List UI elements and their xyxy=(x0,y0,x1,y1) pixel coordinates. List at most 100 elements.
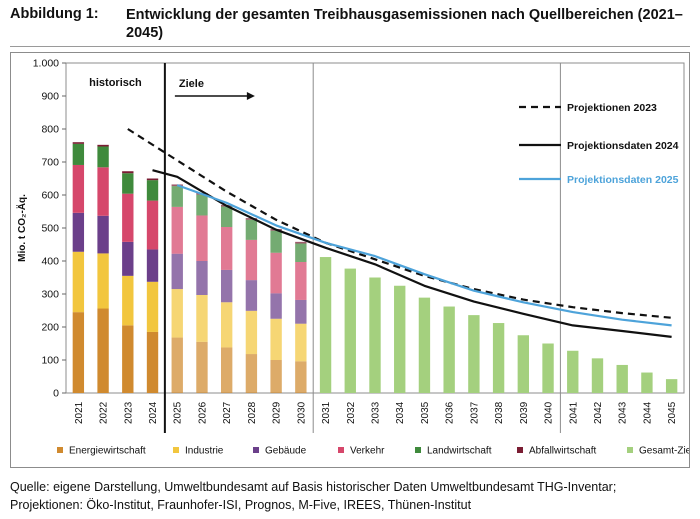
bar-gesamt-ziel xyxy=(492,323,505,393)
x-tick-label: 2026 xyxy=(197,401,208,424)
legend-swatch-energiewirtschaft xyxy=(57,447,63,453)
annotation-arrow-head xyxy=(246,92,255,100)
bar-energiewirtschaft xyxy=(72,312,85,393)
legend-line-label: Projektionen 2023 xyxy=(567,102,657,114)
legend-swatch-industrie xyxy=(173,447,179,453)
bar-gesamt-ziel xyxy=(641,372,653,393)
source-line-2: Projektionen: Öko-Institut, Fraunhofer-I… xyxy=(10,498,472,512)
bar-landwirtschaft xyxy=(122,173,134,194)
bar-gesamt-ziel xyxy=(665,379,678,393)
bar-gebäude xyxy=(97,215,109,254)
bar-industrie xyxy=(270,318,282,360)
legend-swatch-gesamt-ziel xyxy=(627,447,633,453)
bar-gesamt-ziel xyxy=(468,315,480,393)
x-tick-label: 2036 xyxy=(445,401,456,424)
y-tick-label: 900 xyxy=(41,91,59,103)
legend-swatch-gebäude xyxy=(253,447,259,453)
bar-abfallwirtschaft xyxy=(97,144,109,147)
bar-verkehr xyxy=(171,206,183,254)
x-tick-label: 2039 xyxy=(519,401,530,424)
x-tick-label: 2022 xyxy=(99,401,110,424)
source-line-1: Quelle: eigene Darstellung, Umweltbundes… xyxy=(10,480,617,494)
x-tick-label: 2028 xyxy=(247,401,258,424)
bar-energiewirtschaft xyxy=(220,347,233,393)
legend-swatch-verkehr xyxy=(338,447,344,453)
bar-gesamt-ziel xyxy=(542,343,554,393)
bar-abfallwirtschaft xyxy=(146,178,159,181)
bar-energiewirtschaft xyxy=(196,341,208,393)
bar-gebäude xyxy=(270,293,282,319)
bar-industrie xyxy=(97,253,109,309)
bar-landwirtschaft xyxy=(196,194,208,216)
x-tick-label: 2029 xyxy=(272,401,283,424)
y-tick-label: 0 xyxy=(53,388,59,400)
x-tick-label: 2025 xyxy=(173,401,184,424)
bar-gesamt-ziel xyxy=(394,285,406,393)
bar-gesamt-ziel xyxy=(344,268,356,393)
y-tick-label: 500 xyxy=(41,223,59,235)
bar-energiewirtschaft xyxy=(295,361,307,393)
x-tick-label: 2031 xyxy=(321,401,332,424)
bar-gebäude xyxy=(72,212,85,252)
x-tick-label: 2035 xyxy=(420,401,431,424)
x-tick-label: 2042 xyxy=(593,401,604,424)
bar-gesamt-ziel xyxy=(616,364,628,393)
annotation-historical: historisch xyxy=(89,77,142,89)
legend-label: Abfallwirtschaft xyxy=(529,446,596,457)
bar-verkehr xyxy=(196,215,208,261)
line-projektionen-2023 xyxy=(127,128,672,319)
x-tick-label: 2044 xyxy=(642,401,653,424)
legend-label: Industrie xyxy=(185,446,224,457)
bar-gesamt-ziel xyxy=(418,297,431,393)
legend-line-label: Projektionsdaten 2024 xyxy=(567,140,679,152)
bar-landwirtschaft xyxy=(220,206,233,228)
bar-landwirtschaft xyxy=(97,146,109,168)
bar-verkehr xyxy=(97,167,109,216)
x-tick-label: 2038 xyxy=(494,401,505,424)
bar-gebäude xyxy=(146,249,159,282)
bar-gesamt-ziel xyxy=(591,358,604,393)
figure-label: Abbildung 1: xyxy=(10,6,99,22)
x-tick-label: 2033 xyxy=(371,401,382,424)
bar-abfallwirtschaft xyxy=(122,171,134,174)
y-axis-label: Mio. t CO₂-Äq. xyxy=(15,194,28,262)
bar-verkehr xyxy=(270,252,282,294)
bar-gebäude xyxy=(295,299,307,324)
legend-label: Energiewirtschaft xyxy=(69,446,146,457)
bar-gesamt-ziel xyxy=(319,257,332,393)
bar-energiewirtschaft xyxy=(146,331,159,393)
bar-gesamt-ziel xyxy=(369,277,381,393)
bar-verkehr xyxy=(245,239,258,281)
bar-gebäude xyxy=(171,253,183,290)
legend-line-label: Projektionsdaten 2025 xyxy=(567,174,679,186)
bar-energiewirtschaft xyxy=(171,337,183,393)
bar-landwirtschaft xyxy=(245,219,258,240)
bar-landwirtschaft xyxy=(72,143,85,165)
x-tick-label: 2040 xyxy=(544,401,555,424)
bar-gebäude xyxy=(245,280,258,311)
bar-gesamt-ziel xyxy=(567,350,579,393)
bar-industrie xyxy=(146,281,159,332)
x-tick-label: 2030 xyxy=(296,401,307,424)
bar-energiewirtschaft xyxy=(97,308,109,393)
bar-abfallwirtschaft xyxy=(295,241,307,244)
bar-landwirtschaft xyxy=(146,180,159,201)
bar-industrie xyxy=(245,310,258,355)
x-tick-label: 2045 xyxy=(667,401,678,424)
bar-energiewirtschaft xyxy=(245,354,258,393)
y-tick-label: 200 xyxy=(41,322,59,334)
bar-gesamt-ziel xyxy=(443,306,455,393)
bar-gebäude xyxy=(196,261,208,295)
bar-energiewirtschaft xyxy=(122,325,134,393)
legend-label: Gesamt-Ziel xyxy=(639,446,689,457)
bar-industrie xyxy=(295,323,307,362)
bar-industrie xyxy=(220,302,233,348)
bar-landwirtschaft xyxy=(171,186,183,207)
x-tick-label: 2032 xyxy=(346,401,357,424)
bar-verkehr xyxy=(72,164,85,213)
chart-container: 0 100 200 300 400 500 600 700 800 900 1.000 Mio. t … xyxy=(10,52,690,468)
legend-label: Verkehr xyxy=(350,446,385,457)
header-divider xyxy=(10,46,690,47)
bar-landwirtschaft xyxy=(270,230,282,253)
bar-gebäude xyxy=(122,241,134,276)
